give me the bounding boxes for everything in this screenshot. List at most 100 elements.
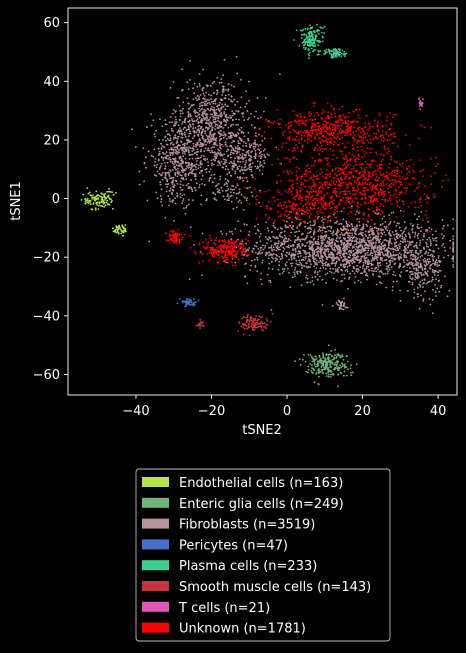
data-point (300, 284, 303, 287)
data-point (452, 242, 455, 245)
data-point (200, 154, 203, 157)
data-point (409, 277, 412, 280)
data-point (182, 178, 185, 181)
data-point (358, 258, 360, 261)
data-point (354, 138, 356, 141)
data-point (340, 280, 342, 283)
data-point (238, 146, 241, 149)
data-point (343, 258, 345, 261)
data-point (356, 225, 358, 228)
data-point (219, 178, 222, 181)
data-point (335, 260, 338, 263)
data-point (188, 119, 191, 122)
data-point (312, 126, 315, 128)
data-point (208, 170, 211, 173)
data-point (283, 238, 286, 240)
data-point (417, 262, 420, 264)
data-point (344, 131, 346, 133)
data-point (185, 167, 188, 170)
data-point (346, 131, 349, 134)
data-point (364, 182, 367, 185)
data-point (309, 224, 312, 227)
data-point (348, 276, 351, 279)
data-point (199, 150, 202, 153)
data-point (332, 128, 334, 131)
data-point (279, 257, 282, 260)
data-point (355, 130, 358, 133)
data-point (406, 252, 409, 255)
data-point (252, 145, 255, 148)
data-point (195, 111, 198, 113)
data-point (352, 176, 355, 179)
data-point (432, 258, 434, 261)
data-point (200, 143, 203, 146)
data-point (227, 132, 230, 135)
data-point (207, 164, 210, 167)
data-point (351, 211, 353, 214)
data-point (174, 149, 177, 151)
data-point (381, 198, 383, 201)
data-point (177, 96, 180, 99)
data-point (352, 148, 355, 151)
data-point (367, 202, 370, 204)
data-point (315, 242, 317, 245)
data-point (208, 252, 211, 254)
data-point (389, 194, 392, 197)
data-point (332, 213, 335, 216)
data-point (443, 224, 445, 227)
data-point (401, 235, 404, 238)
data-point (242, 132, 245, 134)
data-point (301, 243, 304, 245)
data-point (359, 176, 362, 179)
data-point (314, 137, 317, 140)
data-point (305, 274, 308, 277)
data-point (184, 135, 187, 138)
data-point (372, 138, 375, 141)
data-point (217, 182, 220, 185)
data-point (350, 260, 353, 263)
data-point (228, 93, 230, 96)
data-point (319, 142, 322, 145)
data-point (262, 248, 265, 251)
data-point (201, 119, 204, 122)
data-point (393, 263, 396, 266)
data-point (259, 163, 261, 165)
data-point (391, 170, 394, 172)
data-point (384, 148, 387, 151)
data-point (398, 233, 400, 236)
data-point (306, 202, 309, 205)
data-point (424, 257, 426, 260)
data-point (236, 160, 239, 163)
data-point (324, 204, 327, 207)
data-point (381, 251, 383, 254)
data-point (356, 205, 359, 207)
data-point (223, 239, 226, 242)
data-point (212, 102, 215, 105)
data-point (241, 156, 243, 159)
data-point (417, 293, 420, 295)
data-point (277, 268, 280, 271)
data-point (213, 197, 216, 200)
data-point (176, 192, 179, 195)
data-point (431, 276, 434, 279)
data-point (324, 129, 326, 132)
data-point (212, 108, 215, 111)
data-point (344, 154, 347, 157)
data-point (220, 81, 223, 84)
data-point (424, 290, 426, 292)
data-point (366, 278, 368, 281)
data-point (213, 92, 215, 94)
data-point (267, 189, 270, 192)
data-point (266, 153, 269, 156)
data-point (430, 228, 433, 231)
data-point (405, 244, 407, 247)
data-point (398, 226, 401, 229)
data-point (380, 182, 383, 185)
data-point (131, 128, 134, 131)
data-point (261, 251, 264, 254)
data-point (177, 164, 180, 167)
data-point (186, 81, 189, 84)
data-point (316, 273, 319, 276)
data-point (300, 177, 302, 180)
data-point (389, 238, 391, 240)
